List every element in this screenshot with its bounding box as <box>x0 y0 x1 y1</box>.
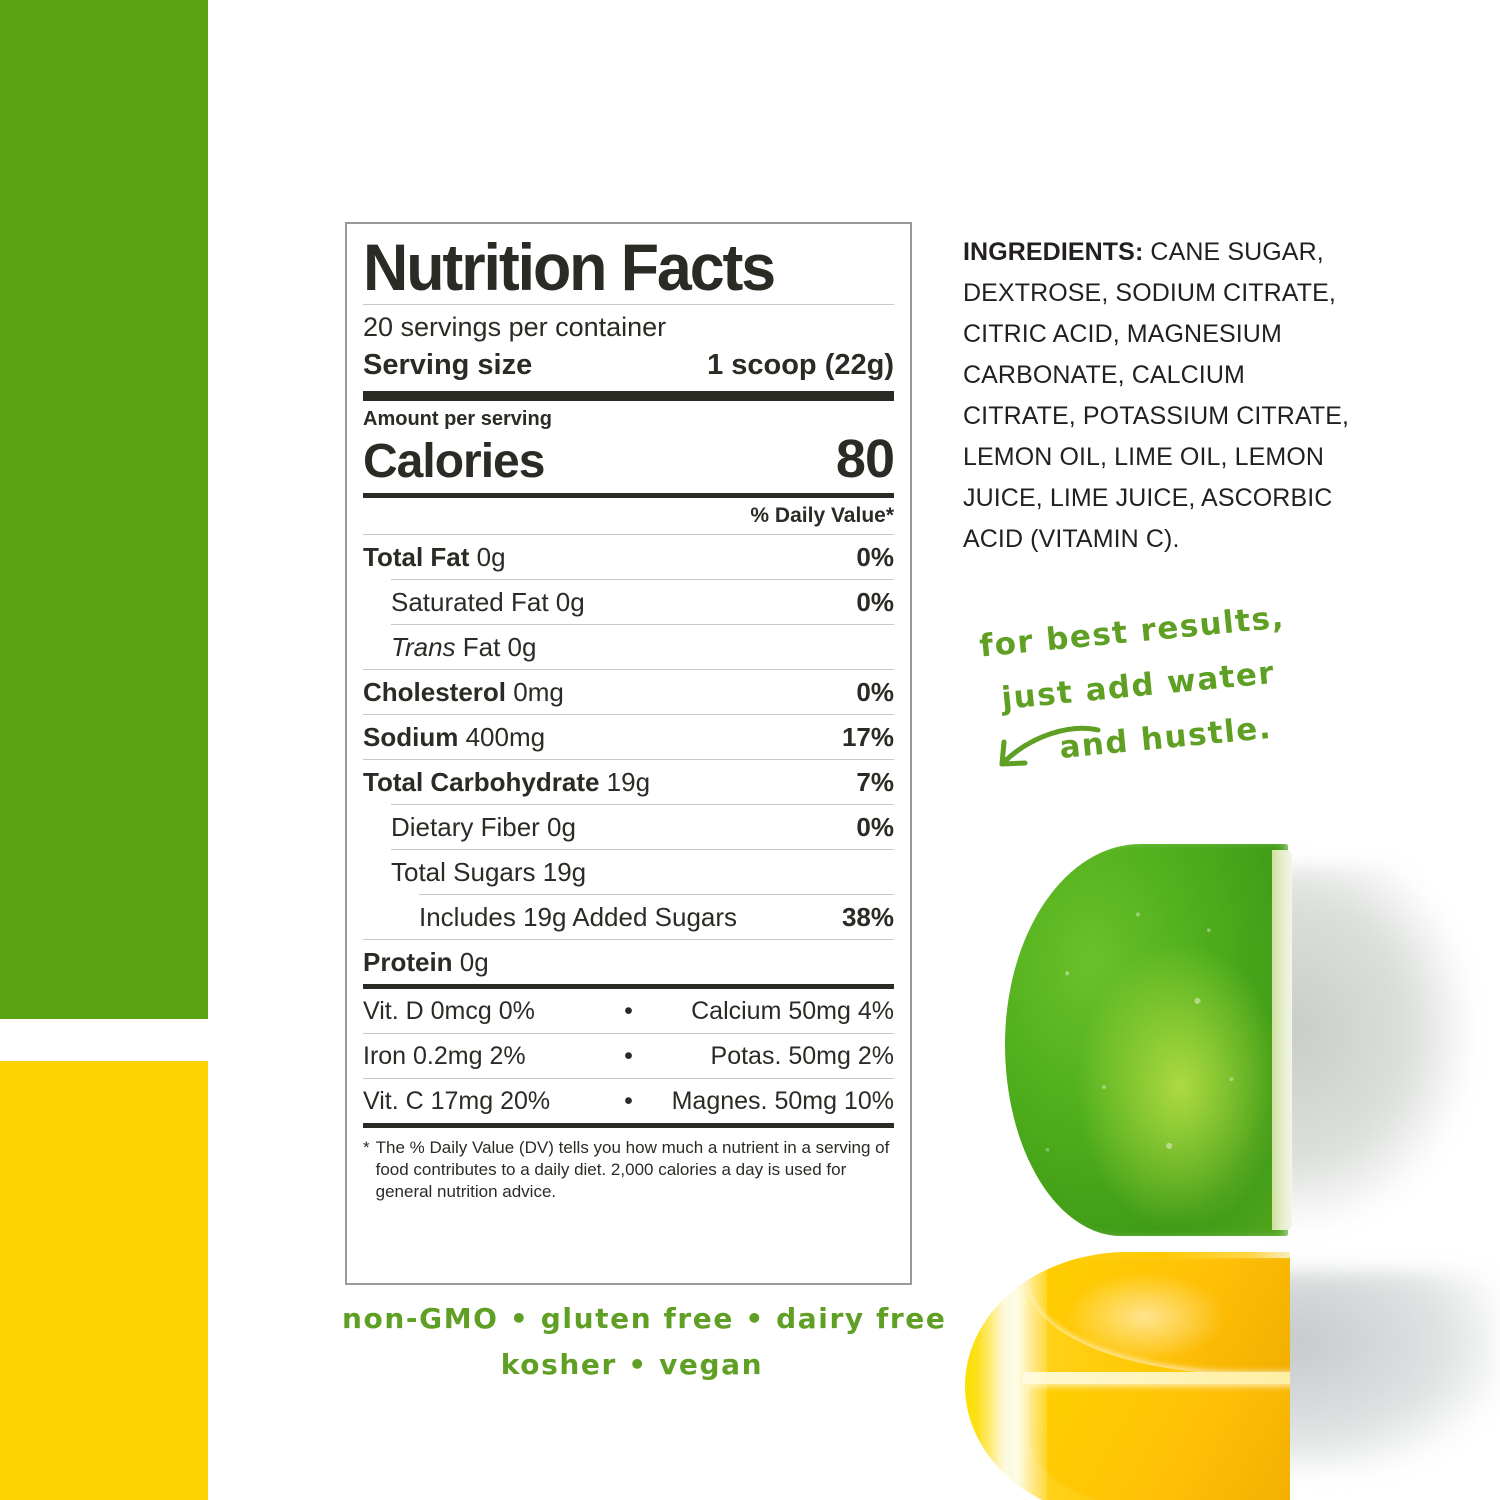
divider-hairline <box>363 714 894 715</box>
nutrient-row: Dietary Fiber 0g 0% <box>363 805 894 849</box>
micronutrient-right: Calcium 50mg 4% <box>691 997 894 1025</box>
nutrient-name: Trans Fat 0g <box>391 632 537 662</box>
micronutrient-right: Magnes. 50mg 10% <box>671 1087 894 1115</box>
claims-line-1: non-GMO • gluten free • dairy free <box>342 1302 947 1335</box>
nutrient-name: Total Carbohydrate 19g <box>363 767 651 797</box>
micronutrient-left: Iron 0.2mg 2% <box>363 1042 526 1070</box>
divider-hairline <box>391 849 894 850</box>
divider-hairline <box>363 304 894 305</box>
nutrient-row: Cholesterol 0mg 0% <box>363 670 894 714</box>
footnote-text: The % Daily Value (DV) tells you how muc… <box>375 1138 890 1201</box>
handwritten-note-line-2: just add water <box>999 654 1277 718</box>
nutrient-daily-value: 0% <box>856 542 894 572</box>
calories-value: 80 <box>835 429 895 489</box>
lime-wedge-image <box>1005 844 1288 1236</box>
lime-peel-texture <box>1005 844 1288 1236</box>
claims-line-2: kosher • vegan <box>500 1348 764 1381</box>
daily-value-footnote: * The % Daily Value (DV) tells you how m… <box>363 1128 894 1203</box>
serving-size-row: Serving size 1 scoop (22g) <box>363 345 894 391</box>
nutrient-daily-value: 7% <box>856 767 894 797</box>
divider-thick-top <box>363 391 894 401</box>
micronutrient-row: Vit. C 17mg 20% • Magnes. 50mg 10% <box>363 1079 894 1123</box>
fruit-photograph <box>950 820 1500 1500</box>
lemon-highlight <box>1065 1272 1225 1362</box>
handwritten-note-line-1: for best results, <box>977 599 1287 665</box>
divider-medium-2 <box>363 984 894 989</box>
brand-color-block-green <box>0 0 208 1019</box>
nutrient-row: Sodium 400mg 17% <box>363 715 894 759</box>
micronutrient-left: Vit. C 17mg 20% <box>363 1087 551 1115</box>
servings-per-container: 20 servings per container <box>363 312 667 342</box>
nutrient-name: Saturated Fat 0g <box>391 587 585 617</box>
nutrient-name: Cholesterol 0mg <box>363 677 564 707</box>
nutrition-facts-title: Nutrition Facts <box>363 230 776 304</box>
divider-medium <box>363 493 894 498</box>
nutrient-name: Total Sugars 19g <box>391 857 587 887</box>
divider-hairline <box>391 624 894 625</box>
nutrient-daily-value: 0% <box>856 677 894 707</box>
lemon-slice-image <box>965 1252 1290 1500</box>
calories-label: Calories <box>363 435 545 488</box>
ingredients-body: CANE SUGAR, DEXTROSE, SODIUM CITRATE, CI… <box>963 238 1350 553</box>
divider-hairline <box>363 939 894 940</box>
nutrient-daily-value: 0% <box>856 587 894 617</box>
micronutrient-row: Iron 0.2mg 2% • Potas. 50mg 2% <box>363 1034 894 1078</box>
divider-hairline <box>363 1033 894 1034</box>
nutrient-name: Sodium 400mg <box>363 722 546 752</box>
nutrient-row: Total Fat 0g 0% <box>363 535 894 579</box>
product-claims: non-GMO • gluten free • dairy free koshe… <box>342 1296 947 1388</box>
bullet-separator-icon: • <box>624 1042 633 1070</box>
calories-row: Calories 80 <box>363 429 895 493</box>
nutrient-name: Protein 0g <box>363 947 489 977</box>
micronutrient-rows: Vit. D 0mcg 0% • Calcium 50mg 4% Iron 0.2mg… <box>363 989 894 1123</box>
divider-hairline <box>363 1078 894 1079</box>
micronutrient-right: Potas. 50mg 2% <box>710 1042 894 1070</box>
nutrient-rows: Total Fat 0g 0% Saturated Fat 0g 0% Trans Fa… <box>363 535 894 984</box>
divider-hairline <box>363 669 894 670</box>
nutrient-row: Total Carbohydrate 19g 7% <box>363 760 894 804</box>
nutrient-daily-value: 0% <box>856 812 894 842</box>
nutrient-name: Includes 19g Added Sugars <box>419 902 738 932</box>
nutrient-name: Total Fat 0g <box>363 542 506 572</box>
divider-hairline <box>363 759 894 760</box>
nutrient-name: Dietary Fiber 0g <box>391 812 576 842</box>
nutrient-daily-value: 17% <box>841 722 894 752</box>
divider-hairline <box>391 579 894 580</box>
serving-size-label: Serving size <box>363 349 533 381</box>
nutrition-facts-panel: Nutrition Facts 20 servings per containe… <box>345 222 912 1285</box>
nutrient-row: Protein 0g <box>363 940 894 984</box>
serving-size-value: 1 scoop (22g) <box>707 349 894 381</box>
ingredients-statement: INGREDIENTS: CANE SUGAR, DEXTROSE, SODIU… <box>963 232 1363 560</box>
nutrient-daily-value: 38% <box>841 902 894 932</box>
bullet-separator-icon: • <box>624 1087 633 1115</box>
ingredients-heading: INGREDIENTS: <box>963 238 1144 266</box>
daily-value-header: % Daily Value* <box>750 504 894 527</box>
divider-hairline <box>391 804 894 805</box>
nutrient-row: Total Sugars 19g <box>363 850 894 894</box>
lemon-shadow <box>1250 1272 1500 1472</box>
lime-cut-face <box>1272 850 1292 1230</box>
lemon-segment-bottom <box>1027 1384 1290 1500</box>
divider-hairline-2 <box>363 534 894 535</box>
micronutrient-left: Vit. D 0mcg 0% <box>363 997 535 1025</box>
nutrient-row: Includes 19g Added Sugars 38% <box>363 895 894 939</box>
nutrient-row: Saturated Fat 0g 0% <box>363 580 894 624</box>
bullet-separator-icon: • <box>624 997 633 1025</box>
curved-arrow-icon <box>999 725 1101 767</box>
amount-per-serving-label: Amount per serving <box>363 408 552 430</box>
divider-hairline <box>419 894 894 895</box>
lemon-segment-divider <box>1023 1372 1290 1384</box>
micronutrient-row: Vit. D 0mcg 0% • Calcium 50mg 4% <box>363 989 894 1033</box>
divider-medium-3 <box>363 1123 894 1128</box>
lemon-pith <box>977 1258 1047 1500</box>
brand-color-block-yellow <box>0 1061 208 1500</box>
nutrient-row: Trans Fat 0g <box>363 625 894 669</box>
footnote-asterisk: * <box>363 1138 370 1157</box>
